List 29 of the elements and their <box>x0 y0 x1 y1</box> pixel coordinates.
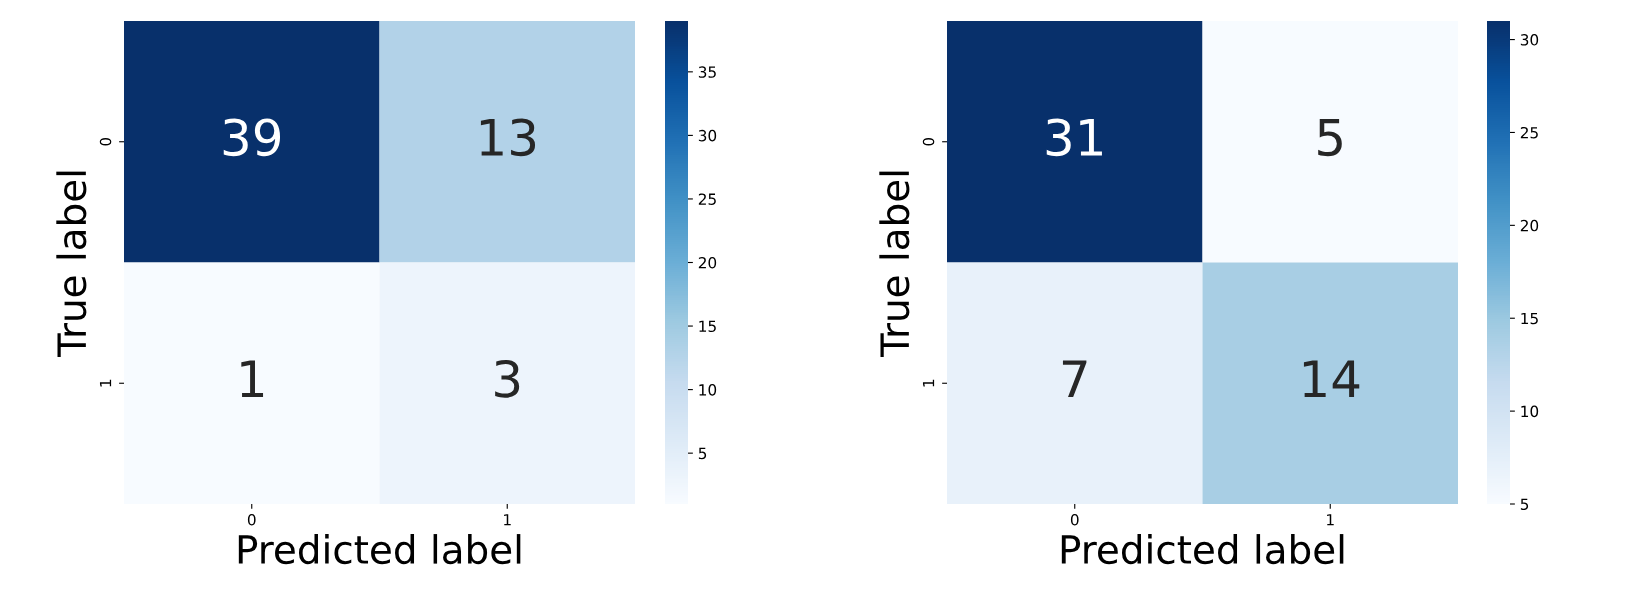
color-bar-label: 15 <box>699 320 716 333</box>
y-axis-title: True label <box>879 171 910 358</box>
x-tick-label: 0 <box>1070 513 1079 526</box>
color-bar-label: 15 <box>1521 312 1538 325</box>
color-bar-label: 25 <box>1520 126 1538 139</box>
y-axis-title: True label <box>56 171 87 358</box>
x-tick-label: 0 <box>247 513 256 526</box>
data-label: 14 <box>1303 360 1360 398</box>
color-bar-label: 20 <box>698 256 717 269</box>
data-label: 3 <box>495 359 520 398</box>
color-bar-label: 5 <box>1520 498 1529 511</box>
color-bar-label: 35 <box>698 66 716 78</box>
color-bar-label: 30 <box>698 129 717 142</box>
color-bar-label: 10 <box>699 384 717 396</box>
x-axis-title: Predicted label <box>1061 534 1344 565</box>
x-axis-title: Predicted label <box>238 534 521 565</box>
color-bar-label: 5 <box>698 447 707 460</box>
x-tick-label: 1 <box>1327 514 1334 526</box>
color-bar-label: 30 <box>1520 34 1539 46</box>
data-label: 31 <box>1046 118 1102 157</box>
color-bar-label: 20 <box>1520 219 1539 232</box>
color-bar-label: 25 <box>698 193 716 205</box>
color-bar-label: 10 <box>1521 405 1539 418</box>
data-label: 39 <box>223 118 281 157</box>
data-label: 5 <box>1318 119 1342 157</box>
data-label: 1 <box>241 360 264 398</box>
data-label: 13 <box>480 118 536 157</box>
x-tick-label: 1 <box>504 514 511 526</box>
data-label: 7 <box>1062 360 1087 398</box>
